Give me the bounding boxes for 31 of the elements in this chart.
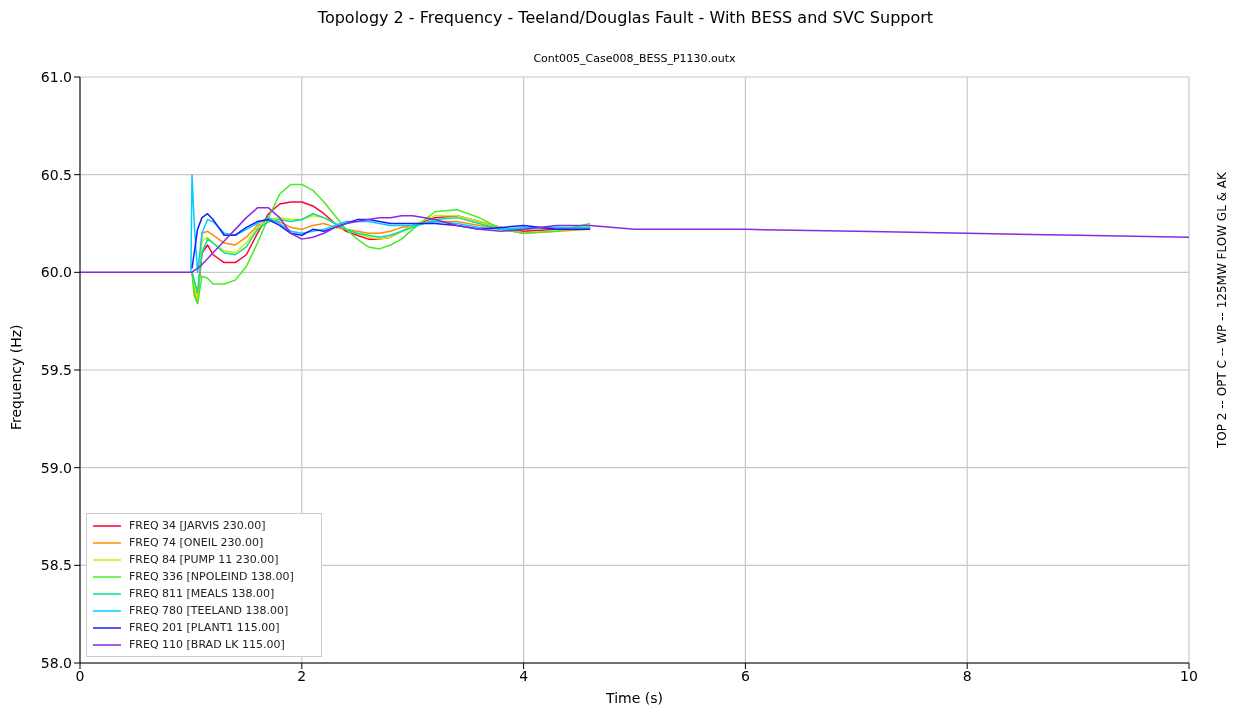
text: TOP 2 -- OPT C -- WP -- 125MW FLOW GL & AK: [1215, 172, 1229, 448]
line-series: [191, 212, 591, 293]
y-tick-label: 58.5: [40, 557, 72, 574]
x-axis-title: Time (s): [605, 690, 663, 706]
line-series: [191, 212, 591, 270]
legend-label: FREQ 110 [BRAD LK 115.00]: [129, 638, 285, 651]
legend-label: FREQ 84 [PUMP 11 230.00]: [129, 553, 279, 566]
legend-label: FREQ 34 [JARVIS 230.00]: [129, 519, 266, 532]
y-tick-label: 58.0: [40, 654, 72, 671]
line-series: [190, 173, 591, 274]
legend-label: FREQ 336 [NPOLEIND 138.00]: [129, 570, 294, 583]
y-tick-label: 60.0: [40, 264, 72, 281]
x-tick-label: 8: [962, 667, 972, 684]
legend-label: FREQ 201 [PLANT1 115.00]: [129, 621, 280, 634]
legend-label: FREQ 811 [MEALS 138.00]: [129, 587, 275, 600]
y-tick-label: 60.5: [40, 166, 72, 183]
x-tick-label: 6: [740, 667, 750, 684]
chart-subtitle: Cont005_Case008_BESS_P1130.outx: [532, 52, 737, 65]
x-tick-label: 10: [1180, 667, 1198, 684]
legend-label: FREQ 74 [ONEIL 230.00]: [129, 536, 264, 549]
y-tick-label: 59.0: [40, 459, 72, 476]
x-tick-label: 0: [75, 667, 85, 684]
y-tick-label: 59.5: [40, 361, 72, 378]
legend-label: FREQ 780 [TEELAND 138.00]: [129, 604, 289, 617]
x-tick-label: 4: [519, 667, 529, 684]
x-tick-label: 2: [297, 667, 307, 684]
line-series: [191, 183, 591, 305]
y-tick-label: 61.0: [40, 68, 72, 85]
chart-title: Topology 2 - Frequency - Teeland/Douglas Fault - With BESS and SVC Support: [316, 8, 935, 27]
y-axis-title: Frequency (Hz): [8, 324, 24, 430]
line-series: [80, 207, 1189, 274]
